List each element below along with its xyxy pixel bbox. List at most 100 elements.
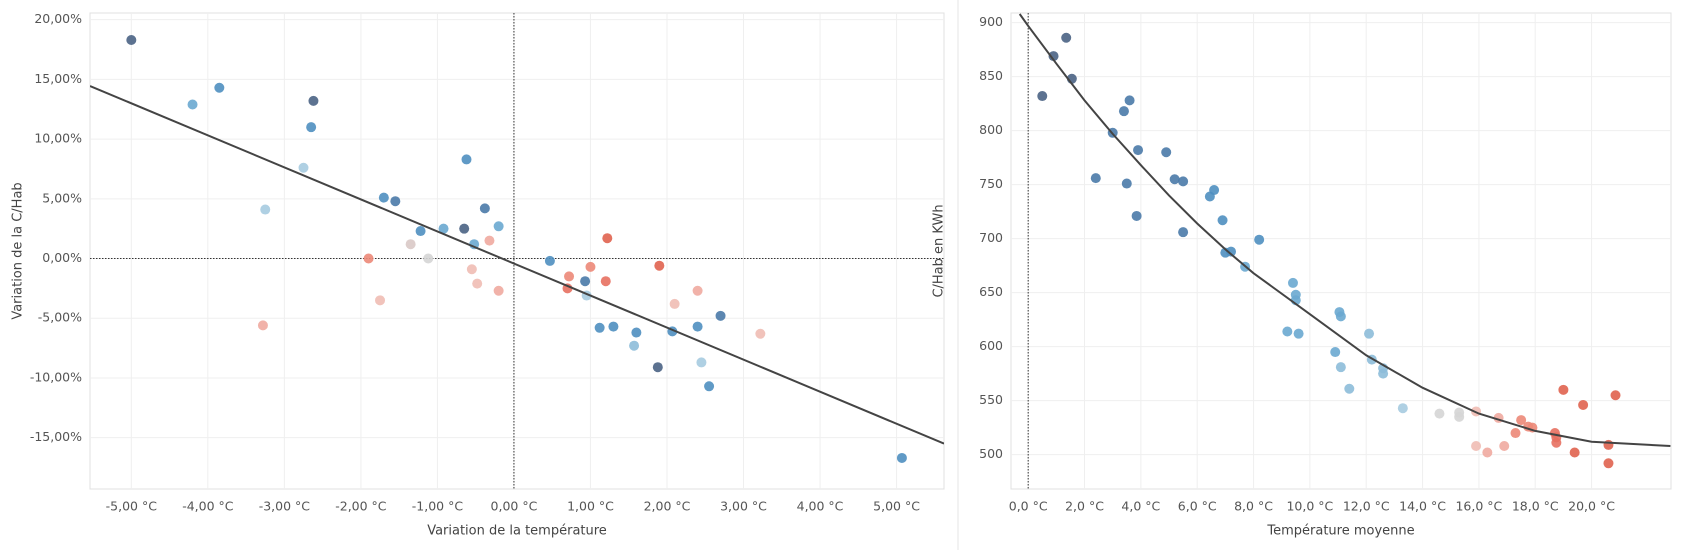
- x-tick-label: 0,00 °C: [491, 499, 538, 514]
- point: [461, 154, 472, 165]
- point: [600, 276, 611, 287]
- point: [493, 221, 504, 232]
- point: [1124, 95, 1135, 106]
- y-tick-label: 900: [979, 14, 1003, 29]
- y-tick-label: 5,00%: [42, 190, 82, 205]
- point: [1516, 415, 1527, 426]
- y-tick-label: -10,00%: [30, 369, 82, 384]
- point: [405, 239, 416, 250]
- point: [1482, 447, 1493, 458]
- y-tick-label: -5,00%: [38, 310, 82, 325]
- y-tick-label: 500: [979, 446, 1003, 461]
- point: [1090, 173, 1101, 184]
- x-tick-label: 12,0 °C: [1343, 499, 1390, 514]
- point: [415, 226, 426, 237]
- point: [1217, 215, 1228, 226]
- y-tick-label: 700: [979, 230, 1003, 245]
- point: [704, 381, 715, 392]
- point: [631, 327, 642, 338]
- point: [260, 204, 271, 215]
- x-tick-label: 4,00 °C: [797, 499, 844, 514]
- x-tick-label: -2,00 °C: [335, 499, 387, 514]
- point: [1254, 234, 1265, 245]
- y-tick-label: -15,00%: [30, 429, 82, 444]
- point: [187, 99, 198, 110]
- point: [1178, 227, 1189, 238]
- point: [692, 285, 703, 296]
- y-tick-label: 800: [979, 122, 1003, 137]
- point: [715, 310, 726, 321]
- y-tick-label: 750: [979, 176, 1003, 191]
- point: [484, 235, 495, 246]
- x-tick-label: 10,0 °C: [1286, 499, 1333, 514]
- trend-line: [1018, 13, 1671, 447]
- point: [1287, 277, 1298, 288]
- point: [390, 196, 401, 207]
- point: [479, 203, 490, 214]
- point: [1499, 441, 1510, 452]
- point: [585, 261, 596, 272]
- point: [1118, 106, 1129, 117]
- point: [1335, 311, 1346, 322]
- point: [1037, 91, 1048, 102]
- x-tick-label: -5,00 °C: [106, 499, 158, 514]
- point: [654, 260, 665, 271]
- x-tick-label: 20,0 °C: [1568, 499, 1615, 514]
- x-tick-label: 1,00 °C: [567, 499, 614, 514]
- point: [896, 452, 907, 463]
- point: [580, 276, 591, 287]
- x-tick-label: -3,00 °C: [259, 499, 311, 514]
- x-tick-label: 3,00 °C: [720, 499, 767, 514]
- y-tick-label: 20,00%: [34, 11, 82, 26]
- point: [1169, 174, 1180, 185]
- x-tick-label: -4,00 °C: [182, 499, 234, 514]
- point: [1061, 32, 1072, 43]
- point: [1569, 447, 1580, 458]
- point: [298, 162, 309, 173]
- point: [1335, 362, 1346, 373]
- x-tick-label: 8,0 °C: [1234, 499, 1273, 514]
- y-tick-label: 850: [979, 68, 1003, 83]
- point: [602, 233, 613, 244]
- point: [629, 340, 640, 351]
- point: [1434, 408, 1445, 419]
- x-axis-title: Variation de la température: [427, 524, 607, 539]
- point: [1121, 178, 1132, 189]
- x-tick-label: 18,0 °C: [1512, 499, 1559, 514]
- point: [1330, 347, 1341, 358]
- y-tick-label: 600: [979, 338, 1003, 353]
- x-tick-label: 5,00 °C: [873, 499, 920, 514]
- y-tick-label: 10,00%: [34, 131, 82, 146]
- point: [375, 295, 386, 306]
- point: [1226, 246, 1236, 257]
- x-tick-label: 6,0 °C: [1178, 499, 1217, 514]
- y-tick-label: 550: [979, 392, 1003, 407]
- x-axis-title: Température moyenne: [1266, 524, 1414, 539]
- x-tick-label: 2,00 °C: [644, 499, 691, 514]
- point: [608, 321, 619, 332]
- plot-area: [89, 12, 945, 490]
- point: [472, 278, 483, 289]
- point: [594, 322, 605, 333]
- point: [1603, 458, 1614, 469]
- point: [423, 253, 434, 264]
- point: [1344, 383, 1355, 394]
- plot-area: [1010, 12, 1672, 490]
- point: [257, 320, 268, 331]
- trend-line: [90, 85, 944, 445]
- point: [378, 192, 389, 203]
- point: [755, 328, 766, 339]
- point: [1558, 384, 1569, 395]
- x-tick-label: 16,0 °C: [1455, 499, 1502, 514]
- point: [126, 34, 137, 45]
- point: [652, 362, 663, 373]
- point: [1578, 399, 1589, 410]
- point: [1471, 441, 1482, 452]
- point: [1397, 403, 1408, 414]
- point: [1293, 328, 1304, 339]
- x-tick-label: 14,0 °C: [1399, 499, 1446, 514]
- point: [564, 271, 575, 282]
- point: [1178, 176, 1189, 187]
